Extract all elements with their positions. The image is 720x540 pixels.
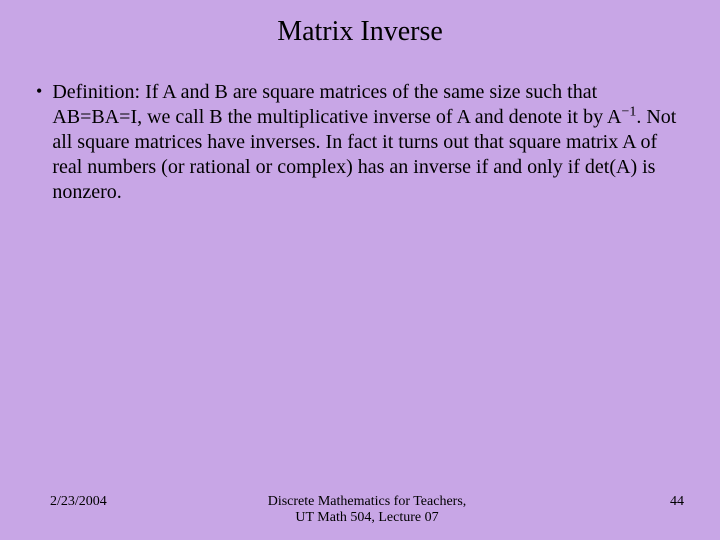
footer-center-line2: UT Math 504, Lecture 07 — [295, 510, 438, 525]
content-area: • Definition: If A and B are square matr… — [0, 56, 720, 205]
slide-title: Matrix Inverse — [0, 0, 720, 56]
slide: Matrix Inverse • Definition: If A and B … — [0, 0, 720, 540]
footer-page-number: 44 — [473, 494, 684, 510]
bullet-marker: • — [30, 80, 52, 103]
footer: 2/23/2004 Discrete Mathematics for Teach… — [0, 494, 720, 526]
bullet-text: Definition: If A and B are square matric… — [52, 80, 690, 205]
footer-center: Discrete Mathematics for Teachers, UT Ma… — [261, 494, 472, 526]
definition-pre: Definition: If A and B are square matric… — [52, 81, 621, 128]
footer-date: 2/23/2004 — [50, 494, 261, 510]
bullet-item: • Definition: If A and B are square matr… — [30, 80, 690, 205]
footer-center-line1: Discrete Mathematics for Teachers, — [268, 494, 467, 509]
superscript: −1 — [621, 104, 636, 119]
